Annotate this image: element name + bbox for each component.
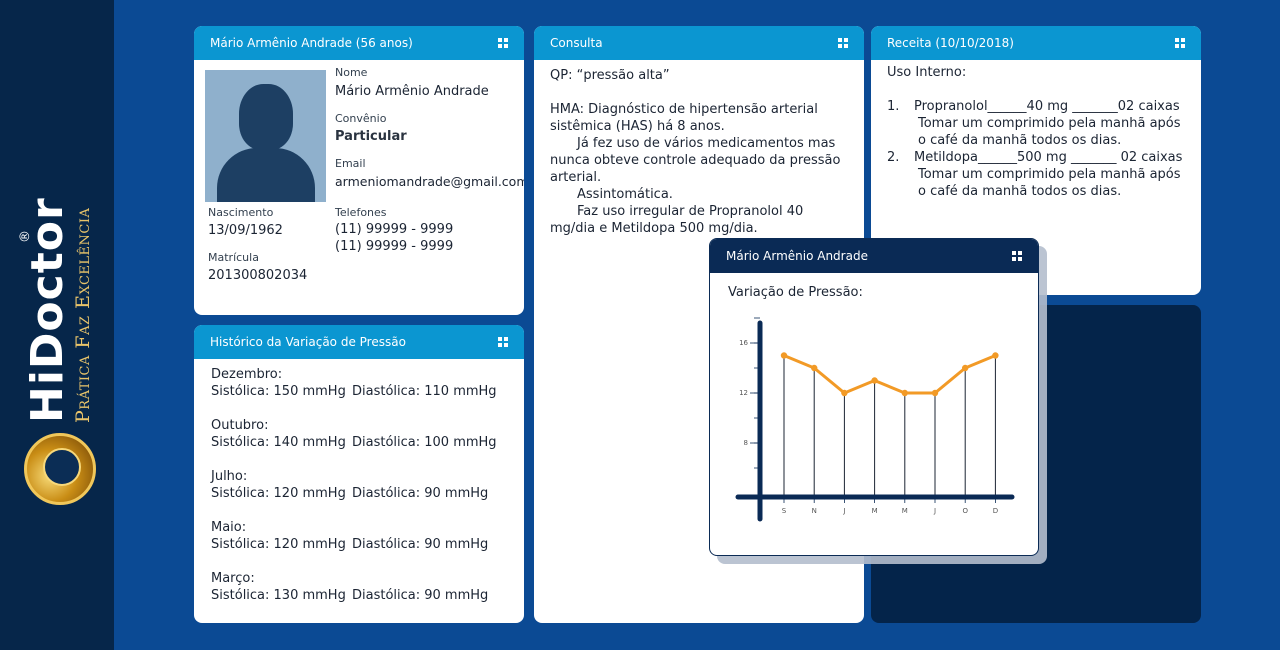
data-point bbox=[931, 389, 939, 397]
pressure-chart-window[interactable]: Mário Armênio Andrade Variação de Pressã… bbox=[709, 238, 1039, 556]
list-item: Maio: Sistólica: 120 mmHg Diastólica: 90 … bbox=[211, 519, 508, 553]
systolic-value: Sistólica: 130 mmHg bbox=[211, 588, 346, 603]
history-month: Maio: bbox=[211, 520, 247, 535]
data-point bbox=[811, 364, 818, 372]
sidebar: HiDoctor ® Prática Faz Excelência bbox=[0, 0, 114, 650]
data-point bbox=[780, 352, 788, 359]
brand-logo: HiDoctor ® Prática Faz Excelência bbox=[12, 25, 104, 505]
matricula-label: Matrícula bbox=[208, 251, 259, 264]
x-tick-label: D bbox=[993, 507, 998, 515]
systolic-value: Sistólica: 120 mmHg bbox=[211, 537, 346, 552]
systolic-value: Sistólica: 150 mmHg bbox=[211, 384, 346, 399]
prescription-number: 1. bbox=[887, 99, 900, 114]
email-label: Email bbox=[335, 157, 366, 170]
x-tick-label: M bbox=[902, 507, 908, 515]
diastolic-value: Diastólica: 90 mmHg bbox=[352, 588, 489, 603]
history-card-title: Histórico da Variação de Pressão bbox=[210, 335, 406, 349]
data-point bbox=[901, 389, 908, 397]
diastolic-value: Diastólica: 90 mmHg bbox=[352, 486, 489, 501]
consulta-paragraph: Faz uso irregular de Propranolol 40 mg/d… bbox=[550, 204, 804, 236]
prescription-line: Propranolol______40 mg _______02 caixas bbox=[914, 99, 1180, 114]
consulta-card-header: Consulta bbox=[534, 26, 864, 60]
chart-window-header[interactable]: Mário Armênio Andrade bbox=[710, 239, 1038, 273]
hma-text: HMA: Diagnóstico de hipertensão arterial… bbox=[550, 102, 818, 134]
systolic-value: Sistólica: 140 mmHg bbox=[211, 435, 346, 450]
list-item: Outubro: Sistólica: 140 mmHg Diastólica: … bbox=[211, 417, 508, 451]
consulta-paragraph: Já fez uso de vários medicamentos mas nu… bbox=[550, 136, 841, 185]
grid-menu-icon[interactable] bbox=[498, 38, 508, 48]
history-month: Julho: bbox=[211, 469, 248, 484]
consulta-paragraph: Assintomática. bbox=[577, 187, 673, 202]
brand-tagline: Prática Faz Excelência bbox=[72, 207, 94, 423]
patient-card-title: Mário Armênio Andrade (56 anos) bbox=[210, 36, 413, 50]
history-month: Março: bbox=[211, 571, 255, 586]
chart-window-title: Mário Armênio Andrade bbox=[726, 249, 868, 263]
x-tick-label: S bbox=[782, 507, 787, 515]
prescription-item: 1. Propranolol______40 mg _______02 caixa… bbox=[887, 98, 1185, 149]
history-card-header: Histórico da Variação de Pressão bbox=[194, 325, 524, 359]
nascimento-label: Nascimento bbox=[208, 206, 274, 219]
nome-value: Mário Armênio Andrade bbox=[335, 84, 489, 99]
telefones-label: Telefones bbox=[335, 206, 387, 219]
matricula-value: 201300802034 bbox=[208, 268, 308, 283]
x-tick-label: M bbox=[872, 507, 878, 515]
data-point bbox=[841, 389, 848, 397]
convenio-value: Particular bbox=[335, 129, 407, 144]
prescription-number: 2. bbox=[887, 150, 900, 165]
history-card: Histórico da Variação de Pressão Dezembr… bbox=[194, 325, 524, 623]
prescription-line: Metildopa______500 mg _______ 02 caixas bbox=[914, 150, 1183, 165]
patient-card: Mário Armênio Andrade (56 anos) Nome Már… bbox=[194, 26, 524, 315]
diastolic-value: Diastólica: 110 mmHg bbox=[352, 384, 497, 399]
prescription-item: 2. Metildopa______500 mg _______ 02 caixa… bbox=[887, 149, 1185, 200]
grid-menu-icon[interactable] bbox=[1175, 38, 1185, 48]
data-point bbox=[962, 364, 969, 372]
patient-card-header: Mário Armênio Andrade (56 anos) bbox=[194, 26, 524, 60]
y-tick-label: 12 bbox=[739, 389, 748, 397]
consulta-notes: QP: “pressão alta” HMA: Diagnóstico de h… bbox=[534, 60, 864, 244]
nascimento-value: 13/09/1962 bbox=[208, 223, 283, 238]
registered-mark: ® bbox=[18, 230, 33, 243]
history-month: Outubro: bbox=[211, 418, 269, 433]
x-tick-label: O bbox=[962, 507, 968, 515]
x-tick-label: J bbox=[933, 507, 936, 515]
y-tick-label: 16 bbox=[739, 339, 748, 347]
diastolic-value: Diastólica: 90 mmHg bbox=[352, 537, 489, 552]
diastolic-value: Diastólica: 100 mmHg bbox=[352, 435, 497, 450]
telefone-1: (11) 99999 - 9999 bbox=[335, 222, 454, 237]
uso-interno-label: Uso Interno: bbox=[887, 65, 967, 80]
pressure-line-chart: 8 12 16 S N J M M J O D bbox=[735, 317, 1015, 522]
systolic-value: Sistólica: 120 mmHg bbox=[211, 486, 346, 501]
list-item: Dezembro: Sistólica: 150 mmHg Diastólica:… bbox=[211, 366, 508, 400]
queixa-principal: QP: “pressão alta” bbox=[550, 68, 670, 83]
nome-label: Nome bbox=[335, 66, 368, 79]
series-line bbox=[783, 354, 996, 395]
y-tick-label: 8 bbox=[744, 439, 748, 447]
data-point bbox=[992, 352, 999, 359]
prescription-instructions: Tomar um comprimido pela manhã após o ca… bbox=[918, 116, 1181, 148]
x-tick-label: J bbox=[842, 507, 845, 515]
avatar bbox=[205, 70, 326, 202]
convenio-label: Convênio bbox=[335, 112, 387, 125]
data-point bbox=[871, 377, 878, 384]
receita-card-title: Receita (10/10/2018) bbox=[887, 36, 1014, 50]
hidoctor-emblem-icon bbox=[24, 433, 96, 505]
receita-body: Uso Interno: 1. Propranolol______40 mg __… bbox=[871, 60, 1201, 204]
consulta-card-title: Consulta bbox=[550, 36, 603, 50]
grid-menu-icon[interactable] bbox=[498, 337, 508, 347]
list-item: Março: Sistólica: 130 mmHg Diastólica: 90… bbox=[211, 570, 508, 604]
history-list: Dezembro: Sistólica: 150 mmHg Diastólica:… bbox=[194, 359, 524, 604]
history-month: Dezembro: bbox=[211, 367, 283, 382]
email-value: armeniomandrade@gmail.com bbox=[335, 174, 524, 189]
chart-title: Variação de Pressão: bbox=[728, 285, 863, 300]
x-tick-label: N bbox=[812, 507, 817, 515]
telefone-2: (11) 99999 - 9999 bbox=[335, 239, 454, 254]
prescription-instructions: Tomar um comprimido pela manhã após o ca… bbox=[918, 167, 1181, 199]
grid-menu-icon[interactable] bbox=[1012, 251, 1022, 261]
list-item: Julho: Sistólica: 120 mmHg Diastólica: 90… bbox=[211, 468, 508, 502]
receita-card-header: Receita (10/10/2018) bbox=[871, 26, 1201, 60]
grid-menu-icon[interactable] bbox=[838, 38, 848, 48]
